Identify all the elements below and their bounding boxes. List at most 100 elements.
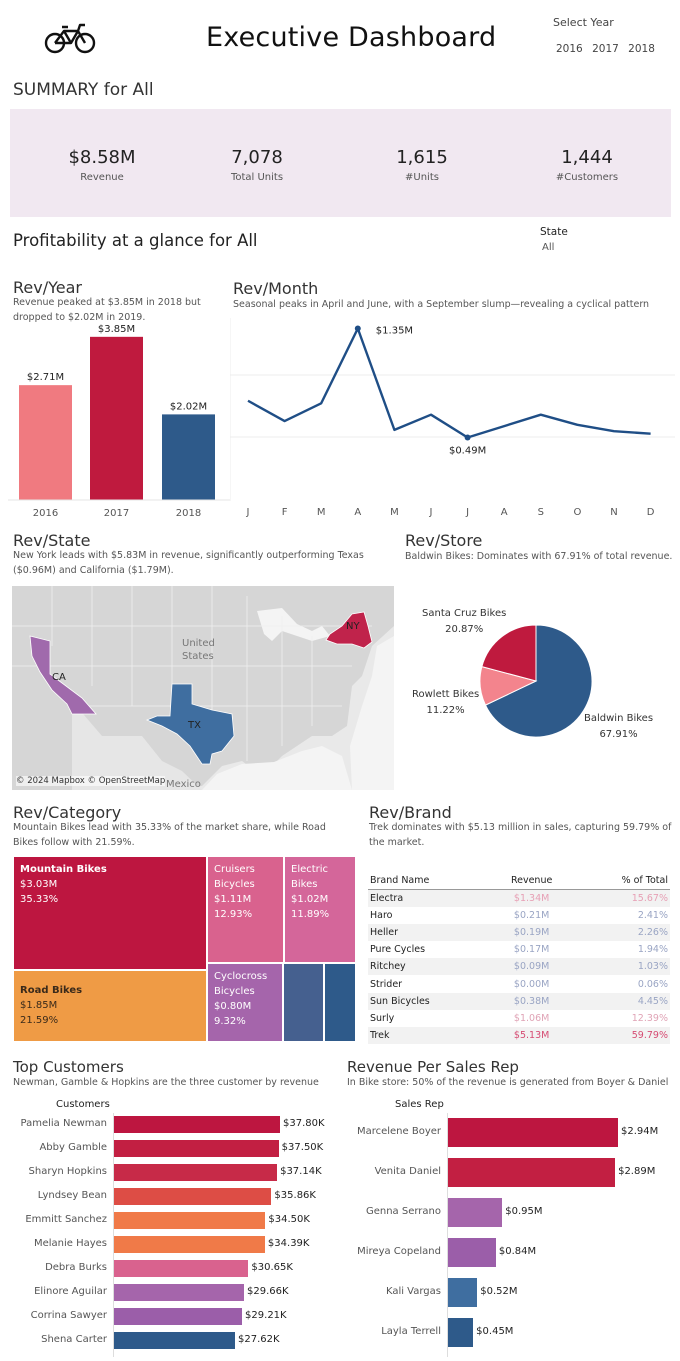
hbar-category-label: Debra Burks xyxy=(45,1261,107,1273)
hbar-bar[interactable] xyxy=(447,1198,503,1227)
hbar-bar[interactable] xyxy=(113,1260,249,1277)
hbar-bar[interactable] xyxy=(447,1238,496,1267)
brand-revenue-cell: $1.06M xyxy=(513,1012,550,1024)
rev-month-point[interactable] xyxy=(354,325,361,332)
treemap-cell-value: $0.80M xyxy=(214,1001,252,1012)
hbar-value-label: $37.14K xyxy=(280,1165,322,1177)
treemap-cell-pct: 12.93% xyxy=(214,909,253,920)
year-option-2017[interactable]: 2017 xyxy=(592,43,619,55)
treemap-cell-mountain-bikes[interactable]: Mountain Bikes $3.03M 35.33% xyxy=(13,856,207,970)
pie-slice[interactable] xyxy=(481,624,537,682)
hbar-bar[interactable] xyxy=(113,1308,243,1325)
hbar-bar[interactable] xyxy=(447,1118,618,1147)
hbar-category-label: Melanie Hayes xyxy=(33,1237,107,1249)
hbar-value-label: $29.21K xyxy=(245,1309,287,1321)
hbar-bar[interactable] xyxy=(113,1332,236,1349)
rev-store-subtitle: Baldwin Bikes: Dominates with 67.91% of … xyxy=(405,551,673,562)
hbar-bar[interactable] xyxy=(113,1188,272,1205)
rev-year-tick-label: 2016 xyxy=(33,508,58,519)
brand-table-row[interactable]: Sun Bicycles $0.38M 4.45% xyxy=(368,992,670,1010)
rev-year-bar[interactable] xyxy=(90,336,143,500)
map-label-tx: TX xyxy=(188,720,201,731)
hbar-bar[interactable] xyxy=(113,1164,278,1181)
rev-month-point[interactable] xyxy=(464,434,471,441)
state-tx[interactable] xyxy=(145,683,235,765)
rev-month-tick-label: J xyxy=(246,507,250,518)
hbar-category-label: Shena Carter xyxy=(41,1333,107,1345)
hbar-category-label: Marcelene Boyer xyxy=(356,1125,441,1137)
gulf-water xyxy=(202,746,352,790)
hbar-bar[interactable] xyxy=(113,1140,279,1157)
hbar-bar[interactable] xyxy=(113,1284,245,1301)
rev-year-bar-label: $2.02M xyxy=(170,401,207,412)
brand-table-row[interactable]: Ritchey $0.09M 1.03% xyxy=(368,958,670,976)
brand-col-header[interactable]: Brand Name xyxy=(368,872,489,890)
treemap-cell-other-a[interactable] xyxy=(283,963,324,1042)
brand-revenue-cell: $0.17M xyxy=(513,944,550,956)
treemap-cell-cyclocross[interactable]: Cyclocross Bicycles $0.80M 9.32% xyxy=(207,963,283,1042)
rev-year-bar[interactable] xyxy=(162,414,215,500)
pie-label-pct: 20.87% xyxy=(445,624,484,635)
brand-table-row[interactable]: Pure Cycles $0.17M 1.94% xyxy=(368,941,670,958)
pct-col-header[interactable]: % of Total xyxy=(574,872,670,890)
brand-pct-cell: 4.45% xyxy=(574,992,670,1010)
brand-name-cell: Surly xyxy=(370,1012,395,1024)
great-lakes xyxy=(257,608,330,641)
brand-name-cell: Sun Bicycles xyxy=(368,992,489,1010)
treemap-cell-electric[interactable]: Electric Bikes $1.02M 11.89% xyxy=(284,856,356,963)
brand-table-row[interactable]: Heller $0.19M 2.26% xyxy=(368,923,670,942)
hbar-bar[interactable] xyxy=(113,1236,265,1253)
rev-state-map[interactable]: United States CA TX NY Mexico © 2024 Map… xyxy=(12,586,394,790)
select-year-label: Select Year xyxy=(553,16,614,29)
brand-revenue-cell: $0.21M xyxy=(513,909,550,921)
brand-table-wrap: Brand Name Revenue % of Total Electra $1.… xyxy=(368,872,670,1045)
brand-revenue-cell: $1.34M xyxy=(488,889,575,907)
state-filter-dropdown[interactable]: All xyxy=(542,242,555,253)
sales-rep-title: Revenue Per Sales Rep xyxy=(347,1058,519,1076)
hbar-bar[interactable] xyxy=(447,1318,474,1347)
state-ny[interactable] xyxy=(325,611,373,649)
year-option-2018[interactable]: 2018 xyxy=(628,43,655,55)
pie-label-name: Santa Cruz Bikes xyxy=(422,608,507,619)
pie-label-name: Rowlett Bikes xyxy=(412,689,480,700)
customers-axis-label: Customers xyxy=(56,1099,110,1110)
hbar-bar[interactable] xyxy=(447,1278,478,1307)
brand-table-row[interactable]: Trek $5.13M 59.79% xyxy=(368,1027,670,1045)
treemap-cell-cruisers[interactable]: Cruisers Bicycles $1.11M 12.93% xyxy=(207,856,284,963)
kpi-customers: 1,444 #Customers xyxy=(517,147,657,183)
brand-table-row[interactable]: Haro $0.21M 2.41% xyxy=(368,907,670,924)
hbar-value-label: $2.89M xyxy=(618,1165,656,1177)
brand-table-row[interactable]: Electra $1.34M 15.67% xyxy=(368,889,670,907)
hbar-bar[interactable] xyxy=(113,1212,266,1229)
top-customers-chart: Pamelia Newman $37.80K Abby Gamble $37.50K S… xyxy=(0,1113,345,1357)
brand-pct-cell: 2.41% xyxy=(637,909,668,921)
pie-label-pct: 11.22% xyxy=(426,705,465,716)
state-ca[interactable] xyxy=(29,635,97,715)
treemap-cell-other-b[interactable] xyxy=(324,963,356,1042)
kpi-revenue: $8.58M Revenue xyxy=(32,147,172,183)
brand-name-cell: Haro xyxy=(370,909,393,921)
rev-month-tick-label: F xyxy=(282,507,288,518)
map-attribution[interactable]: © 2024 Mapbox © OpenStreetMap xyxy=(16,776,166,786)
hbar-bar[interactable] xyxy=(447,1158,616,1187)
treemap-cell-pct: 9.32% xyxy=(214,1016,246,1027)
year-option-2016[interactable]: 2016 xyxy=(556,43,583,55)
year-filter[interactable]: 2016 2017 2018 xyxy=(556,43,655,55)
hbar-bar[interactable] xyxy=(113,1116,280,1133)
rev-year-bar[interactable] xyxy=(19,385,72,500)
hbar-category-label: Sharyn Hopkins xyxy=(28,1165,107,1177)
brand-table-row[interactable]: Surly $1.06M 12.39% xyxy=(368,1010,670,1027)
rev-month-tick-label: J xyxy=(429,507,433,518)
rev-year-tick-label: 2018 xyxy=(176,508,201,519)
rev-month-tick-label: J xyxy=(465,507,469,518)
pie-slice[interactable] xyxy=(484,624,593,738)
treemap-cell-road-bikes[interactable]: Road Bikes $1.85M 21.59% xyxy=(13,970,207,1042)
brand-table-row[interactable]: Strider $0.00M 0.06% xyxy=(368,975,670,992)
hbar-value-label: $37.80K xyxy=(283,1117,325,1129)
revenue-col-header[interactable]: Revenue xyxy=(488,872,575,890)
hbar-value-label: $34.39K xyxy=(267,1237,310,1249)
rev-month-line[interactable] xyxy=(247,327,651,439)
rev-month-tick-label: S xyxy=(538,507,544,518)
rev-month-tick-label: O xyxy=(573,507,581,518)
brand-pct-cell: 1.94% xyxy=(637,944,668,956)
